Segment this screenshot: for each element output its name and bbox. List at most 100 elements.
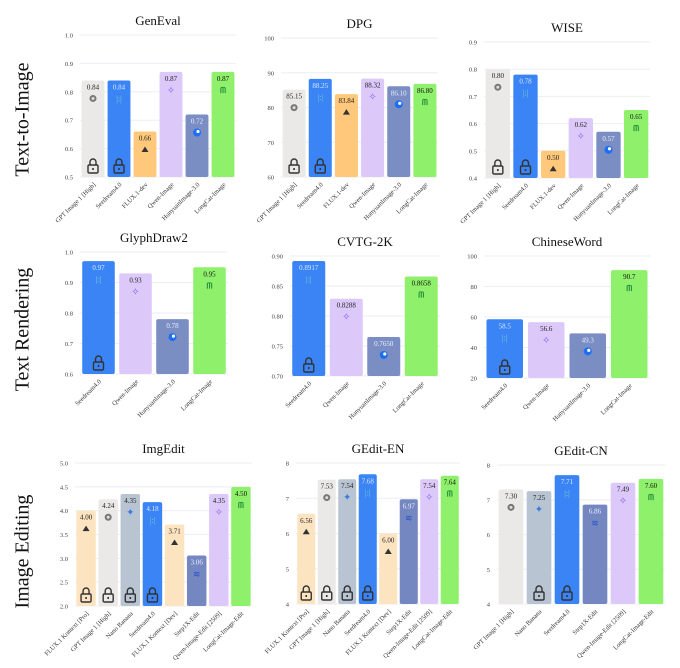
- bar: [413, 83, 437, 177]
- seedream-icon: |:|: [502, 333, 507, 342]
- bar: [568, 118, 594, 178]
- y-tick-label: 0.7: [65, 341, 74, 348]
- chart-title: DPG: [346, 16, 372, 31]
- value-label: 0.8658: [412, 280, 432, 288]
- y-tick-label: 0.6: [65, 146, 74, 153]
- svg-text:|:|: |:|: [150, 516, 155, 525]
- flux-icon: [171, 539, 179, 545]
- bar: [81, 80, 105, 177]
- y-tick-label: 0.4: [469, 176, 478, 183]
- y-tick-label: 5: [487, 567, 490, 574]
- svg-text:ᗰ: ᗰ: [207, 281, 213, 290]
- seedream-icon: |:|: [150, 516, 155, 525]
- qwen-icon: ✧: [131, 287, 139, 298]
- bar: [361, 78, 385, 177]
- x-tick-label: Qwen-Image-Edit [2509]: [576, 608, 628, 660]
- value-label: 0.84: [113, 83, 126, 91]
- value-label: 7.64: [444, 479, 457, 487]
- x-tick-label: LongCat-Image-Edit: [411, 608, 454, 651]
- y-tick-label: 1.0: [65, 33, 73, 40]
- value-label: 3.71: [168, 527, 181, 535]
- flux-icon: [342, 109, 350, 115]
- value-label: 0.72: [191, 118, 204, 126]
- value-label: 0.62: [575, 121, 588, 129]
- value-label: 86.80: [417, 87, 433, 95]
- bar: [582, 504, 608, 604]
- x-tick-label: GPT Image 1 [High]: [459, 182, 502, 225]
- bar: [554, 475, 580, 604]
- svg-text:ᗰ: ᗰ: [633, 124, 639, 133]
- value-label: 7.49: [617, 486, 630, 494]
- x-tick-label: FLUX.1 Kontext [Dev]: [131, 610, 179, 658]
- bar: [329, 298, 363, 376]
- lock-icon: [561, 585, 573, 601]
- lock-icon: [102, 587, 114, 603]
- seedream-icon: |:|: [116, 94, 121, 103]
- bar: [292, 260, 326, 376]
- svg-text:ᗰ: ᗰ: [648, 493, 654, 502]
- y-tick-label: 100: [467, 254, 477, 261]
- openai-icon: [89, 94, 97, 102]
- svg-text:|:|: |:|: [116, 94, 121, 103]
- svg-text:✧: ✧: [167, 85, 175, 96]
- x-tick-label: HunyuanImage-3.0: [136, 378, 177, 419]
- lock-icon: [113, 158, 125, 174]
- y-tick-label: 7: [286, 496, 290, 503]
- value-label: 4.00: [80, 514, 93, 522]
- y-tick-label: 7: [487, 497, 491, 504]
- value-label: 7.25: [533, 494, 546, 502]
- nano-banana-icon: ✦: [343, 493, 351, 504]
- bar: [513, 74, 538, 178]
- value-label: 4.35: [213, 497, 226, 505]
- value-label: 0.97: [92, 264, 105, 272]
- y-tick-label: 2.5: [60, 580, 68, 587]
- bar: [338, 479, 357, 604]
- x-tick-label: FLUX.1-dev: [529, 182, 558, 211]
- flux-icon: [384, 548, 392, 554]
- seedream-icon: |:|: [96, 275, 101, 284]
- bar: [142, 502, 163, 606]
- chart-title: GEdit-EN: [352, 441, 405, 456]
- y-tick-label: 3.5: [60, 532, 68, 539]
- bar: [186, 555, 207, 606]
- bar: [317, 479, 336, 604]
- longcat-icon: ᗰ: [633, 124, 639, 133]
- y-tick-label: 60: [471, 315, 478, 322]
- value-label: 83.84: [339, 97, 355, 105]
- value-label: 0.7650: [374, 340, 394, 348]
- seedream-icon: |:|: [564, 489, 569, 498]
- svg-text:ᗰ: ᗰ: [238, 501, 244, 510]
- svg-text:|:|: |:|: [318, 93, 323, 102]
- seedream-icon: |:|: [523, 89, 528, 98]
- bar: [282, 89, 306, 177]
- y-tick-label: 80: [471, 284, 478, 291]
- bar: [231, 486, 251, 606]
- x-tick-label: Seedream4.0: [95, 181, 124, 210]
- qwen-icon: ✧: [368, 92, 376, 103]
- svg-text:|:|: |:|: [502, 333, 507, 342]
- y-tick-label: 0.70: [272, 374, 283, 381]
- x-tick-label: GPT Image 1 [High]: [472, 608, 515, 651]
- x-tick-label: Qwen-Image: [522, 382, 551, 411]
- lock-icon: [341, 585, 353, 601]
- value-label: 0.78: [166, 322, 179, 330]
- chart-chineseword: ChineseWord 20 40 60 80 100 58.5 |:| Seedream4.0…: [467, 234, 650, 423]
- x-tick-label: Seedream4.0: [543, 608, 572, 637]
- qwen-icon: ✧: [619, 496, 627, 507]
- x-tick-label: GPT Image 1 [High]: [54, 181, 97, 224]
- y-tick-label: 90: [268, 70, 275, 77]
- bar: [107, 80, 131, 177]
- value-label: 86.10: [391, 89, 407, 97]
- chart-title: WISE: [551, 20, 583, 35]
- value-label: 6.56: [300, 517, 313, 525]
- y-tick-label: 0.85: [272, 284, 283, 291]
- y-tick-label: 5: [286, 566, 289, 573]
- svg-text:✧: ✧: [619, 496, 627, 507]
- y-tick-label: 1.0: [65, 250, 73, 257]
- x-tick-label: Qwen-Image: [111, 378, 140, 407]
- y-tick-label: 0.75: [272, 344, 283, 351]
- y-tick-label: 40: [471, 345, 478, 352]
